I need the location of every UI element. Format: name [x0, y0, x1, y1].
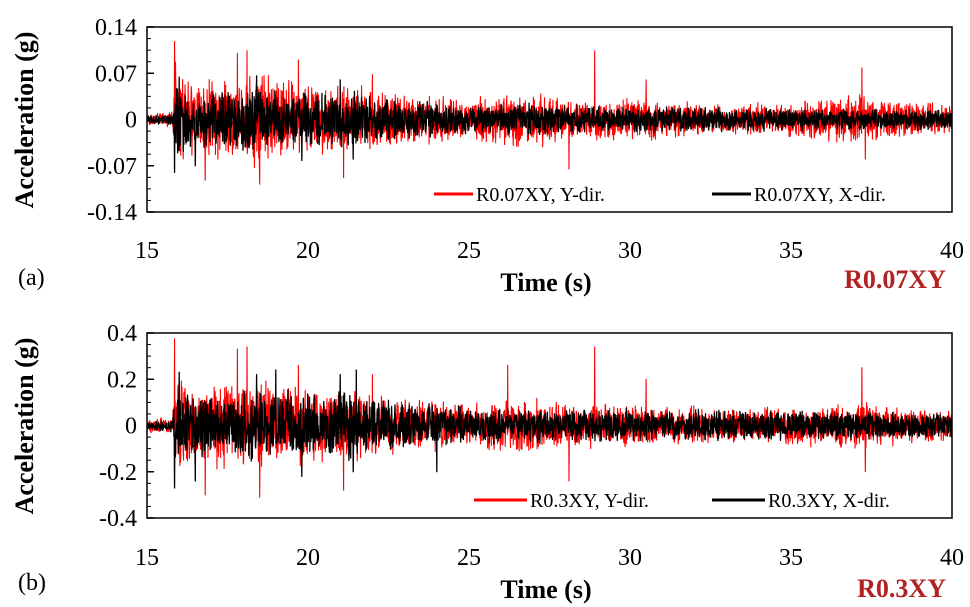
plot-area-b [147, 338, 952, 498]
y-ticks-a: 0.14 0.07 0 -0.07 -0.14 [87, 15, 154, 226]
plot-area-a [147, 40, 952, 185]
x-tick-label: 15 [135, 545, 159, 571]
y-tick-label: 0.07 [95, 61, 137, 87]
panel-a: 0.14 0.07 0 -0.07 -0.14 15 20 25 30 35 40 Acceler… [10, 15, 964, 297]
x-tick-label: 35 [779, 545, 803, 571]
legend-label-y-a: R0.07XY, Y-dir. [476, 184, 605, 206]
panel-label-a: (a) [18, 265, 45, 291]
x-tick-label: 25 [457, 238, 481, 264]
y-tick-label: -0.14 [87, 200, 137, 226]
y-tick-label: 0.2 [107, 367, 137, 393]
y-tick-label: 0 [125, 414, 137, 440]
x-tick-label: 20 [296, 545, 320, 571]
x-tick-label: 40 [940, 238, 964, 264]
x-tick-label: 30 [618, 238, 642, 264]
legend-b: R0.3XY, Y-dir. R0.3XY, X-dir. [470, 484, 950, 514]
panel-b: 0.4 0.2 0 -0.2 -0.4 15 20 25 30 35 40 Acceleratio… [10, 321, 964, 604]
legend-a: R0.07XY, Y-dir. R0.07XY, X-dir. [430, 178, 948, 208]
legend-bg-b [470, 484, 950, 514]
x-axis-title-b: Time (s) [500, 575, 591, 604]
case-label-b: R0.3XY [857, 574, 946, 603]
y-axis-title-b: Acceleration (g) [10, 338, 39, 515]
x-tick-label: 25 [457, 545, 481, 571]
y-tick-label: -0.07 [87, 154, 137, 180]
series-line-x-dir [147, 75, 952, 174]
legend-bg-a [430, 178, 948, 208]
y-tick-label: 0.14 [95, 15, 137, 41]
y-axis-title-a: Acceleration (g) [10, 32, 39, 209]
legend-label-x-a: R0.07XY, X-dir. [754, 184, 886, 206]
y-tick-label: -0.2 [99, 460, 137, 486]
legend-label-x-b: R0.3XY, X-dir. [768, 490, 890, 512]
x-tick-label: 20 [296, 238, 320, 264]
legend-label-y-b: R0.3XY, Y-dir. [530, 490, 649, 512]
case-label-a: R0.07XY [844, 265, 946, 294]
x-tick-label: 30 [618, 545, 642, 571]
panel-label-b: (b) [18, 570, 46, 596]
x-axis-title-a: Time (s) [500, 268, 591, 297]
x-tick-label: 40 [940, 545, 964, 571]
x-ticks-b: 15 20 25 30 35 40 [135, 545, 964, 571]
y-ticks-b: 0.4 0.2 0 -0.2 -0.4 [99, 321, 154, 532]
y-tick-label: 0 [125, 108, 137, 134]
y-tick-label: -0.4 [99, 506, 137, 532]
series-line-x-dir [147, 369, 952, 489]
x-ticks-a: 15 20 25 30 35 40 [135, 238, 964, 264]
y-tick-label: 0.4 [107, 321, 137, 347]
x-tick-label: 15 [135, 238, 159, 264]
x-tick-label: 35 [779, 238, 803, 264]
